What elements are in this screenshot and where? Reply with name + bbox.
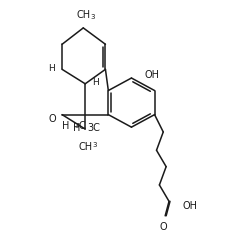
Text: 3C: 3C: [87, 123, 100, 133]
Text: H: H: [49, 64, 55, 73]
Text: OH: OH: [183, 200, 197, 210]
Text: 3: 3: [90, 14, 95, 20]
Text: H: H: [62, 121, 70, 131]
Text: O: O: [159, 221, 167, 231]
Text: OH: OH: [145, 70, 160, 80]
Text: CH: CH: [78, 141, 92, 151]
Text: H: H: [73, 123, 80, 133]
Text: 3: 3: [92, 141, 96, 147]
Text: C: C: [78, 121, 85, 131]
Text: O: O: [49, 113, 56, 123]
Text: CH: CH: [76, 10, 90, 20]
Text: H: H: [92, 78, 99, 87]
Text: 3: 3: [75, 123, 79, 129]
